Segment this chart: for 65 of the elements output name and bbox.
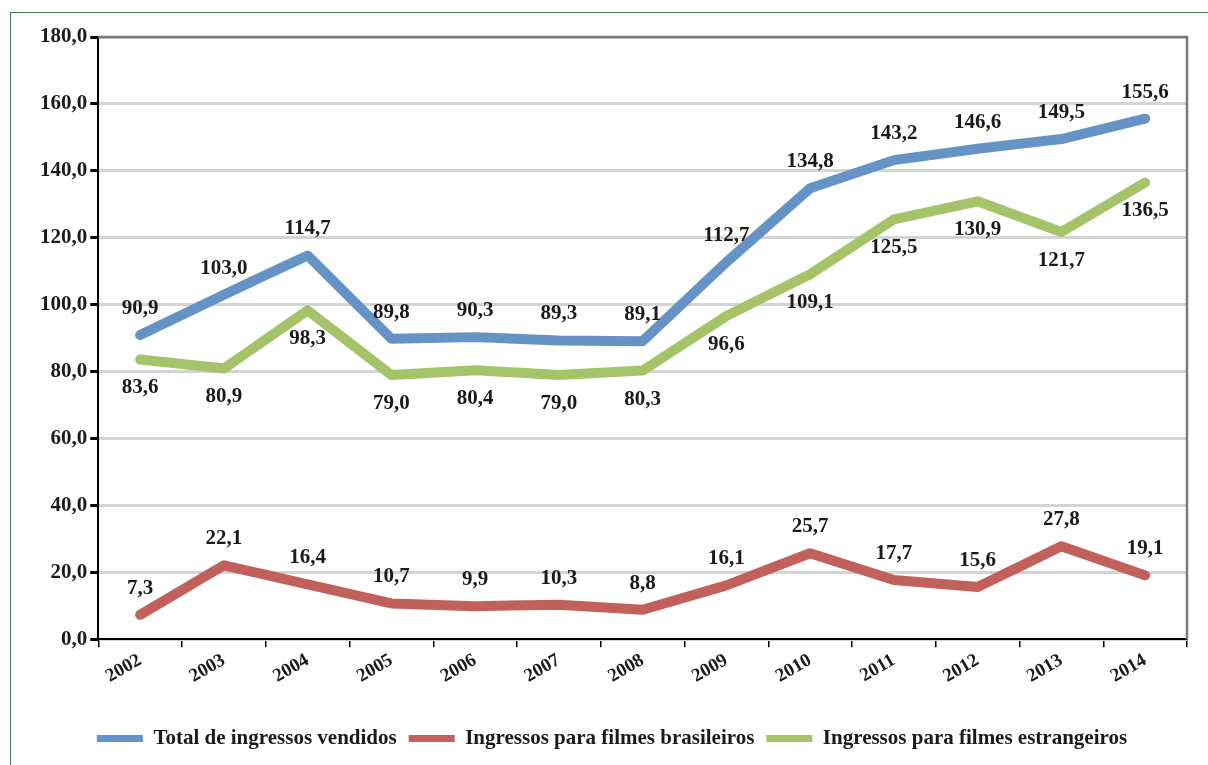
y-tick-label: 0,0: [61, 625, 88, 650]
y-tick-label: 140,0: [40, 157, 88, 182]
data-label: 8,8: [629, 569, 656, 594]
data-label: 7,3: [127, 574, 154, 599]
data-label: 155,6: [1121, 78, 1169, 103]
data-label: 10,3: [540, 564, 578, 589]
data-label: 136,5: [1121, 197, 1169, 222]
data-label: 10,7: [373, 563, 410, 588]
data-label: 112,7: [703, 222, 750, 247]
x-tick-label: 2003: [184, 648, 229, 686]
data-label: 19,1: [1126, 535, 1164, 560]
data-label: 80,3: [624, 385, 661, 410]
y-tick-label: 60,0: [50, 424, 88, 449]
y-tick-label: 80,0: [50, 358, 88, 383]
data-label: 103,0: [200, 254, 248, 279]
data-label: 89,3: [540, 300, 578, 325]
data-label: 83,6: [121, 374, 159, 399]
data-label: 89,1: [624, 301, 661, 326]
data-label: 16,1: [708, 545, 745, 570]
x-tick-label: 2011: [855, 648, 899, 686]
data-label: 80,4: [456, 385, 494, 410]
data-label: 27,8: [1043, 506, 1080, 531]
y-tick-label: 120,0: [40, 224, 88, 249]
x-tick-label: 2010: [771, 648, 815, 686]
data-label: 25,7: [791, 513, 829, 538]
data-label: 90,3: [456, 297, 494, 322]
data-label: 121,7: [1037, 246, 1085, 271]
data-label: 125,5: [870, 234, 918, 259]
data-label: 9,9: [462, 566, 489, 591]
x-tick-label: 2006: [436, 648, 480, 686]
data-label: 134,8: [786, 148, 834, 173]
data-label: 149,5: [1037, 98, 1085, 123]
data-label: 89,8: [373, 298, 410, 323]
x-tick-label: 2002: [101, 648, 145, 686]
x-tick-label: 2013: [1022, 648, 1066, 686]
data-label: 22,1: [205, 525, 243, 550]
data-label: 130,9: [954, 216, 1002, 241]
legend-label: Ingressos para filmes estrangeiros: [822, 724, 1128, 749]
y-tick-label: 160,0: [40, 90, 88, 115]
x-tick-label: 2014: [1106, 648, 1151, 686]
x-tick-label: 2005: [352, 648, 396, 686]
x-tick-label: 2004: [268, 648, 313, 686]
x-tick-label: 2007: [519, 648, 564, 686]
x-tick-label: 2012: [938, 648, 983, 686]
data-label: 109,1: [786, 289, 834, 314]
data-label: 114,7: [284, 215, 331, 240]
y-tick-label: 180,0: [40, 23, 88, 48]
data-label: 98,3: [289, 325, 326, 350]
legend-label: Total de ingressos vendidos: [153, 724, 397, 749]
data-label: 96,6: [708, 330, 745, 355]
y-tick-label: 20,0: [50, 558, 88, 583]
data-label: 80,9: [205, 383, 243, 408]
data-label: 90,9: [121, 295, 159, 320]
data-label: 146,6: [954, 108, 1002, 133]
y-tick-label: 100,0: [40, 291, 88, 316]
x-tick-label: 2009: [687, 648, 731, 686]
data-label: 143,2: [870, 120, 918, 145]
y-tick-label: 40,0: [50, 491, 88, 516]
data-label: 79,0: [540, 389, 578, 414]
legend-label: Ingressos para filmes brasileiros: [465, 724, 755, 749]
data-label: 15,6: [959, 546, 996, 571]
data-label: 79,0: [373, 389, 410, 414]
data-label: 17,7: [875, 539, 913, 564]
x-tick-label: 2008: [603, 648, 648, 686]
data-label: 16,4: [289, 544, 327, 569]
